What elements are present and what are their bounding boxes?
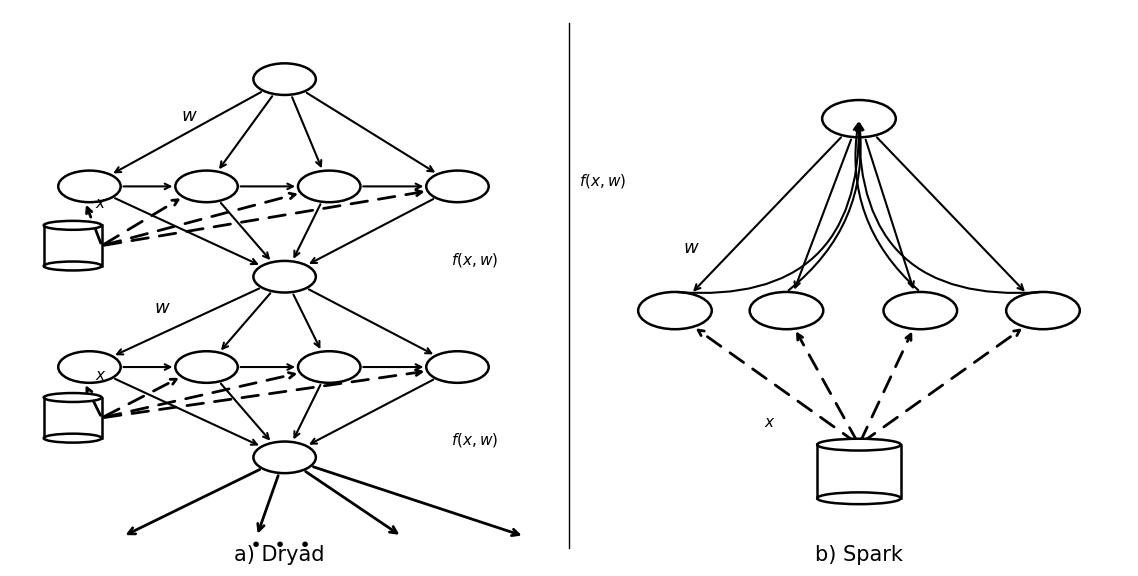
Text: $x$: $x$: [94, 196, 106, 211]
Text: $w$: $w$: [181, 107, 198, 125]
FancyArrowPatch shape: [854, 124, 918, 290]
Ellipse shape: [43, 221, 101, 230]
Ellipse shape: [43, 262, 101, 271]
Ellipse shape: [817, 492, 901, 504]
Bar: [43, 225, 101, 266]
Text: $w$: $w$: [683, 240, 700, 257]
Text: $f(x,w)$: $f(x,w)$: [579, 172, 626, 190]
Ellipse shape: [43, 434, 101, 442]
Bar: [817, 445, 901, 498]
Ellipse shape: [817, 439, 901, 450]
Text: $\bullet$  $\bullet$  $\bullet$: $\bullet$ $\bullet$ $\bullet$: [249, 535, 310, 554]
Text: $x$: $x$: [764, 415, 775, 430]
Text: $f(x,w)$: $f(x,w)$: [451, 251, 497, 269]
Ellipse shape: [43, 393, 101, 402]
Text: $w$: $w$: [154, 299, 171, 317]
Text: a) Dryad: a) Dryad: [233, 544, 324, 564]
Text: b) Spark: b) Spark: [815, 544, 902, 564]
FancyArrowPatch shape: [789, 124, 864, 290]
Text: $f(x,w)$: $f(x,w)$: [451, 431, 497, 449]
FancyArrowPatch shape: [678, 124, 863, 293]
FancyArrowPatch shape: [856, 124, 1040, 293]
Text: $x$: $x$: [94, 368, 106, 383]
Bar: [43, 397, 101, 438]
